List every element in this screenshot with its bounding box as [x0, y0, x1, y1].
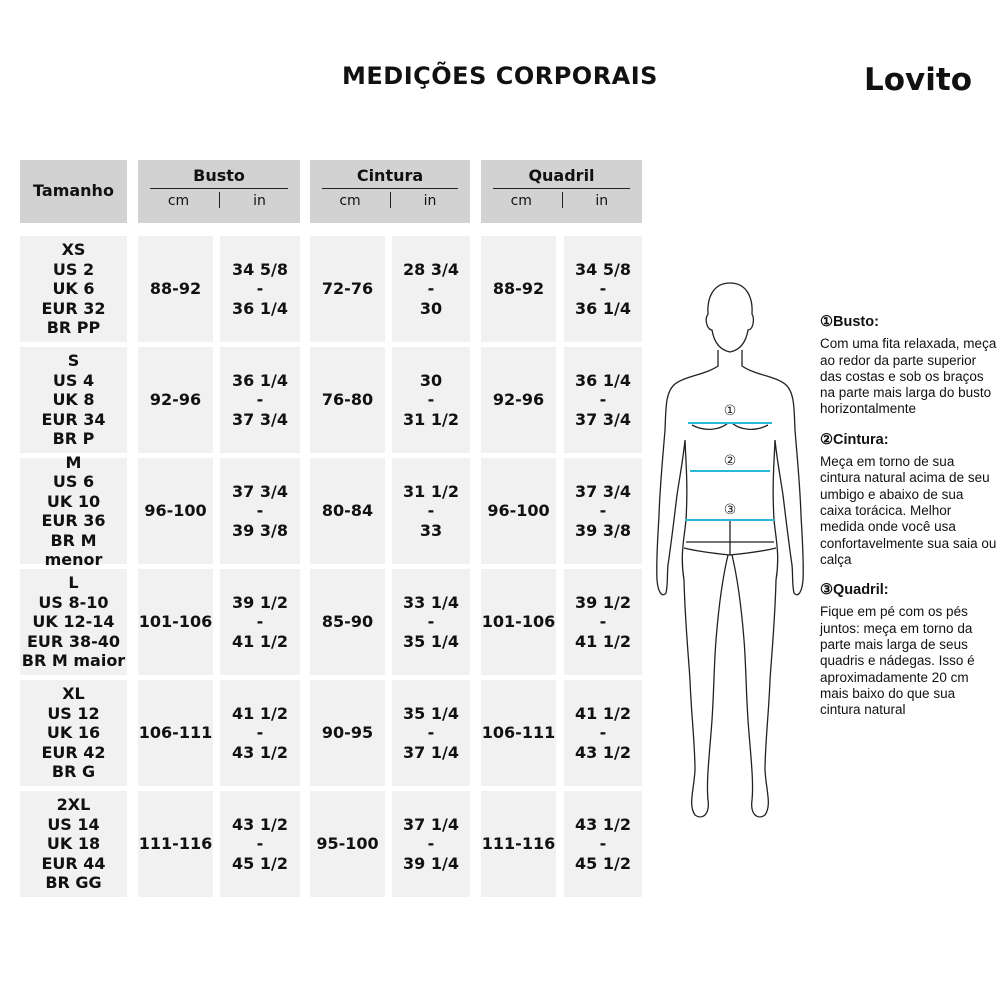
- body-figure: ① ② ③: [656, 282, 804, 818]
- header-hip-label: Quadril: [528, 166, 595, 185]
- header-bust-in: in: [253, 193, 266, 209]
- cell-size: S US 4 UK 8 EUR 34 BR P: [20, 347, 127, 453]
- divider: [219, 192, 220, 208]
- divider: [322, 188, 458, 189]
- guide-text-bust: Com uma fita relaxada, meça ao redor da …: [820, 336, 997, 417]
- body-outline-right: [731, 350, 804, 818]
- cell-waist-cm: 72-76: [310, 236, 385, 342]
- cell-hip-cm: 96-100: [481, 458, 556, 564]
- header-waist-in: in: [423, 193, 437, 209]
- guide-heading-hip: ③Quadril:: [820, 582, 889, 599]
- cell-waist-in: 37 1/4 - 39 1/4: [392, 791, 470, 897]
- cell-bust-cm: 96-100: [138, 458, 213, 564]
- divider: [493, 188, 630, 189]
- cell-size: M US 6 UK 10 EUR 36 BR M menor: [20, 453, 127, 569]
- cell-bust-cm: 88-92: [138, 236, 213, 342]
- guide-heading-bust: ①Busto:: [820, 314, 879, 330]
- divider: [561, 192, 563, 208]
- brand-logo: Lovito: [864, 62, 973, 98]
- cell-bust-cm: 92-96: [138, 347, 213, 453]
- cell-hip-cm: 111-116: [481, 791, 556, 897]
- cell-hip-in: 39 1/2 - 41 1/2: [564, 569, 642, 675]
- cell-hip-in: 36 1/4 - 37 3/4: [564, 347, 642, 453]
- cell-bust-in: 34 5/8 - 36 1/4: [220, 236, 300, 342]
- header-bust-cm: cm: [167, 193, 190, 209]
- guide-text-waist: Meça em torno de sua cintura natural aci…: [820, 454, 997, 567]
- measurement-guide: ①Busto: Com uma fita relaxada, meça ao r…: [820, 314, 998, 733]
- cell-waist-cm: 90-95: [310, 680, 385, 786]
- cell-size: XS US 2 UK 6 EUR 32 BR PP: [20, 236, 127, 342]
- cell-hip-cm: 92-96: [481, 347, 556, 453]
- header-hip-cm: cm: [510, 193, 532, 209]
- marker-waist: ②: [724, 453, 737, 469]
- cell-bust-in: 37 3/4 - 39 3/8: [220, 458, 300, 564]
- header-waist-cm: cm: [339, 193, 361, 209]
- cell-hip-cm: 88-92: [481, 236, 556, 342]
- cell-bust-in: 41 1/2 - 43 1/2: [220, 680, 300, 786]
- cell-waist-cm: 85-90: [310, 569, 385, 675]
- cell-waist-in: 28 3/4 - 30: [392, 236, 470, 342]
- chest-outline: [691, 422, 769, 430]
- guide-text-hip: Fique em pé com os pés juntos: meça em t…: [820, 604, 975, 718]
- cell-waist-in: 33 1/4 - 35 1/4: [392, 569, 470, 675]
- header-waist: Cintura cm in: [310, 160, 470, 223]
- header-waist-label: Cintura: [356, 166, 424, 185]
- cell-waist-in: 35 1/4 - 37 1/4: [392, 680, 470, 786]
- cell-bust-in: 39 1/2 - 41 1/2: [220, 569, 300, 675]
- cell-size: XL US 12 UK 16 EUR 42 BR G: [20, 680, 127, 786]
- cell-hip-in: 41 1/2 - 43 1/2: [564, 680, 642, 786]
- header-hip: Quadril cm in: [481, 160, 642, 223]
- cell-bust-in: 43 1/2 - 45 1/2: [220, 791, 300, 897]
- cell-bust-cm: 106-111: [138, 680, 213, 786]
- header-size-label: Tamanho: [33, 181, 114, 200]
- divider: [150, 188, 288, 189]
- cell-hip-in: 43 1/2 - 45 1/2: [564, 791, 642, 897]
- head-outline: [705, 282, 755, 353]
- cell-bust-cm: 111-116: [138, 791, 213, 897]
- page-title: MEDIÇÕES CORPORAIS: [342, 62, 658, 90]
- cell-hip-cm: 106-111: [481, 680, 556, 786]
- guide-heading-waist: ②Cintura:: [820, 431, 889, 448]
- cell-waist-cm: 95-100: [310, 791, 385, 897]
- cell-waist-cm: 76-80: [310, 347, 385, 453]
- marker-hip: ③: [724, 502, 737, 518]
- header-hip-in: in: [595, 193, 609, 209]
- cell-hip-in: 37 3/4 - 39 3/8: [564, 458, 642, 564]
- cell-hip-cm: 101-106: [481, 569, 556, 675]
- divider: [390, 192, 391, 208]
- cell-size: L US 8-10 UK 12-14 EUR 38-40 BR M maior: [20, 569, 127, 675]
- body-outline-left: [656, 350, 729, 818]
- cell-bust-in: 36 1/4 - 37 3/4: [220, 347, 300, 453]
- header-bust-label: Busto: [193, 166, 245, 185]
- cell-hip-in: 34 5/8 - 36 1/4: [564, 236, 642, 342]
- cell-waist-in: 31 1/2 - 33: [392, 458, 470, 564]
- cell-waist-cm: 80-84: [310, 458, 385, 564]
- header-size: Tamanho: [20, 160, 127, 223]
- cell-size: 2XL US 14 UK 18 EUR 44 BR GG: [20, 791, 127, 897]
- header-bust: Busto cm in: [138, 160, 300, 223]
- cell-bust-cm: 101-106: [138, 569, 213, 675]
- marker-bust: ①: [724, 403, 737, 419]
- shorts-outline: [683, 520, 777, 556]
- cell-waist-in: 30 - 31 1/2: [392, 347, 470, 453]
